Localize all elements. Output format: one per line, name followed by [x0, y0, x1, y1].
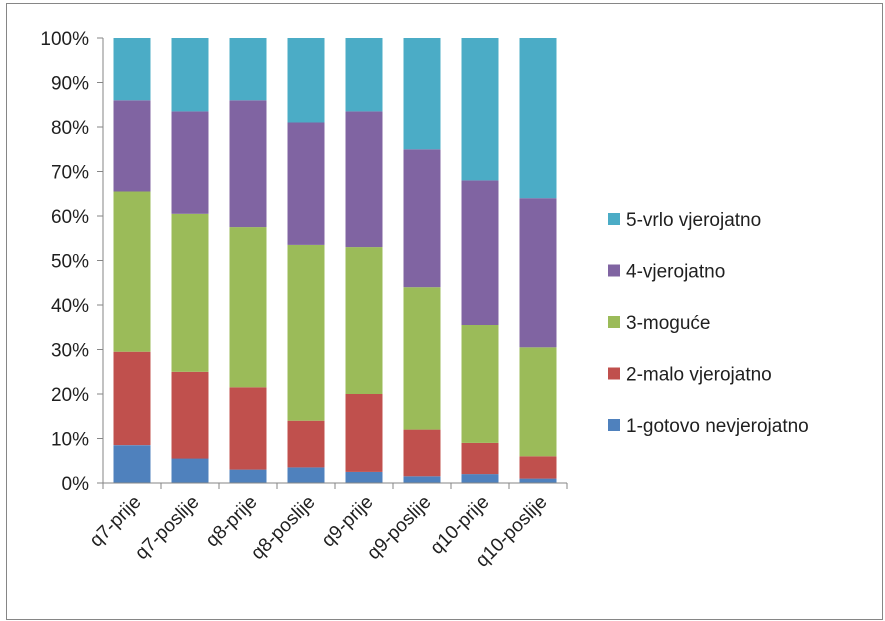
legend-swatch: [608, 316, 620, 328]
bar-segment-q8-prije-series-3: [229, 227, 267, 388]
bar-segment-q9-prije-series-3: [345, 247, 383, 394]
bars-group: [113, 38, 557, 483]
bar-segment-q10-prije-series-4: [461, 180, 499, 325]
bar-segment-q7-prije-series-1: [113, 445, 151, 483]
bar-segment-q9-prije-series-1: [345, 471, 383, 483]
bar-segment-q7-prije-series-4: [113, 100, 151, 192]
y-tick-label: 30%: [51, 341, 89, 362]
y-tick-label: 10%: [51, 430, 89, 451]
bar-segment-q10-poslije-series-2: [519, 456, 557, 479]
y-tick-label: 60%: [51, 207, 89, 228]
bar-segment-q8-prije-series-1: [229, 469, 267, 483]
bar-segment-q10-poslije-series-5: [519, 38, 557, 199]
y-tick-label: 100%: [40, 29, 89, 50]
bar-segment-q8-prije-series-4: [229, 100, 267, 228]
bar-segment-q8-poslije-series-2: [287, 420, 325, 468]
category-label: q7-poslije: [131, 492, 203, 564]
y-tick-label: 40%: [51, 296, 89, 317]
axes-group: [97, 37, 568, 489]
chart-frame: [6, 3, 883, 620]
bar-segment-q9-prije-series-4: [345, 111, 383, 248]
bar-segment-q7-poslije-series-1: [171, 458, 209, 483]
legend-label: 3-moguće: [626, 313, 711, 334]
legend: 5-vrlo vjerojatno 4-vjerojatno 3-moguće 2-m…: [608, 210, 809, 437]
bar-segment-q8-poslije-series-3: [287, 244, 325, 421]
legend-swatch: [608, 367, 620, 380]
bar-segment-q10-prije-series-2: [461, 442, 499, 475]
bar-segment-q10-poslije-series-1: [519, 478, 557, 483]
bar-segment-q9-poslije-series-1: [403, 476, 441, 483]
bar-segment-q8-poslije-series-1: [287, 467, 325, 483]
bar-segment-q9-prije-series-2: [345, 394, 383, 472]
bar-segment-q9-poslije-series-4: [403, 149, 441, 288]
bar-segment-q7-prije-series-3: [113, 191, 151, 352]
bar-segment-q9-prije-series-5: [345, 38, 383, 112]
bar-segment-q10-prije-series-1: [461, 474, 499, 483]
y-tick-labels: 0% 10% 20% 30% 40% 50% 60% 70% 80% 90% 100%: [40, 29, 89, 495]
legend-swatch: [608, 213, 620, 225]
bar-segment-q7-prije-series-2: [113, 351, 151, 446]
bar-segment-q8-prije-series-5: [229, 38, 267, 101]
bar-segment-q9-poslije-series-2: [403, 429, 441, 477]
y-tick-label: 20%: [51, 385, 89, 406]
legend-swatch: [608, 419, 620, 431]
category-label: q9-poslije: [363, 492, 435, 564]
legend-label: 1-gotovo nevjerojatno: [626, 416, 809, 437]
y-tick-label: 90%: [51, 74, 89, 95]
legend-label: 5-vrlo vjerojatno: [626, 210, 761, 231]
y-tick-label: 0%: [62, 474, 90, 495]
legend-label: 2-malo vjerojatno: [626, 365, 772, 386]
bar-segment-q7-poslije-series-2: [171, 371, 209, 459]
y-tick-label: 50%: [51, 252, 89, 273]
bar-segment-q8-poslije-series-4: [287, 122, 325, 245]
bar-segment-q8-poslije-series-5: [287, 38, 325, 123]
y-tick-label: 70%: [51, 163, 89, 184]
bar-segment-q10-prije-series-5: [461, 38, 499, 181]
y-tick-label: 80%: [51, 118, 89, 139]
bar-segment-q7-prije-series-5: [113, 38, 151, 101]
category-label: q8-poslije: [247, 492, 319, 564]
bar-segment-q7-poslije-series-5: [171, 38, 209, 112]
bar-segment-q9-poslije-series-3: [403, 287, 441, 430]
bar-segment-q9-poslije-series-5: [403, 38, 441, 150]
legend-swatch: [608, 264, 620, 277]
bar-segment-q10-prije-series-3: [461, 325, 499, 443]
legend-label: 4-vjerojatno: [626, 262, 725, 283]
category-labels: q7-prijeq7-poslijeq8-prijeq8-poslijeq9-p…: [86, 492, 552, 572]
bar-segment-q8-prije-series-2: [229, 387, 267, 470]
bar-segment-q7-poslije-series-4: [171, 111, 209, 214]
bar-segment-q10-poslije-series-4: [519, 198, 557, 348]
bar-segment-q10-poslije-series-3: [519, 347, 557, 457]
bar-segment-q7-poslije-series-3: [171, 213, 209, 372]
